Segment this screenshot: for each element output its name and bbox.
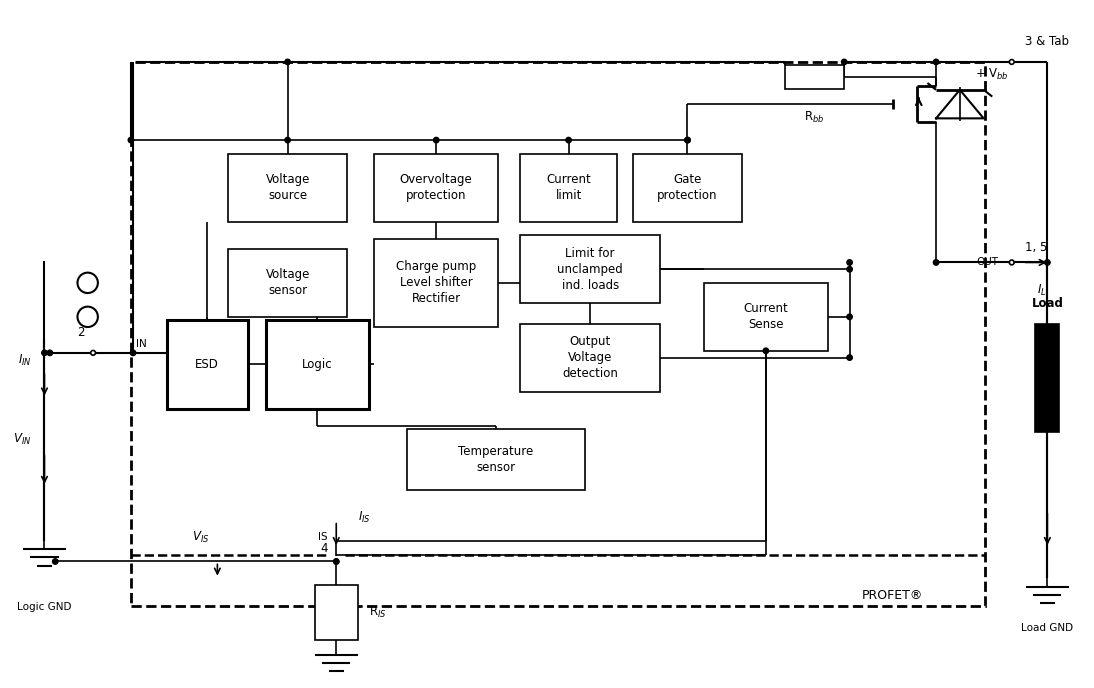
Text: $I_L$: $I_L$ — [1037, 283, 1047, 298]
Circle shape — [130, 350, 136, 356]
Text: Current
limit: Current limit — [546, 173, 591, 202]
Text: Load: Load — [1032, 297, 1063, 310]
Circle shape — [764, 348, 769, 354]
Circle shape — [78, 272, 97, 293]
Text: IS: IS — [318, 533, 327, 542]
Bar — [166, 320, 247, 409]
Circle shape — [284, 59, 290, 65]
Text: R$_{bb}$: R$_{bb}$ — [804, 109, 825, 125]
Circle shape — [847, 260, 852, 265]
Text: $V_{IS}$: $V_{IS}$ — [193, 529, 210, 544]
Text: Overvoltage
protection: Overvoltage protection — [399, 173, 473, 202]
Text: $I_{IS}$: $I_{IS}$ — [358, 510, 371, 525]
Text: Logic GND: Logic GND — [18, 602, 72, 612]
Circle shape — [42, 350, 47, 356]
Circle shape — [1010, 60, 1014, 64]
Circle shape — [685, 138, 690, 143]
Circle shape — [841, 59, 847, 65]
Text: Charge pump
Level shifter
Rectifier: Charge pump Level shifter Rectifier — [396, 260, 476, 305]
Text: Temperature
sensor: Temperature sensor — [458, 445, 533, 474]
Text: PROFET®: PROFET® — [862, 589, 923, 602]
Bar — [703, 283, 828, 351]
Circle shape — [933, 260, 939, 265]
Bar — [374, 239, 499, 327]
Circle shape — [1010, 260, 1014, 265]
Text: Voltage
sensor: Voltage sensor — [266, 268, 310, 297]
Circle shape — [78, 307, 97, 327]
Circle shape — [847, 314, 852, 319]
Text: $I_{IN}$: $I_{IN}$ — [18, 353, 32, 368]
Bar — [374, 153, 499, 222]
Circle shape — [933, 59, 939, 65]
Text: Current
Sense: Current Sense — [744, 302, 788, 332]
Bar — [407, 429, 585, 490]
Circle shape — [53, 559, 58, 564]
Text: Load GND: Load GND — [1022, 623, 1073, 633]
Text: + V$_{bb}$: + V$_{bb}$ — [975, 67, 1009, 83]
Bar — [266, 320, 369, 409]
Text: 4: 4 — [321, 541, 327, 555]
Text: ESD: ESD — [195, 358, 219, 371]
Circle shape — [334, 559, 339, 564]
Circle shape — [566, 138, 571, 143]
Circle shape — [685, 138, 690, 143]
Text: Limit for
unclamped
ind. loads: Limit for unclamped ind. loads — [557, 247, 624, 292]
Bar — [131, 62, 985, 605]
Circle shape — [284, 138, 290, 143]
Text: IN: IN — [137, 339, 147, 350]
Bar — [520, 235, 661, 303]
Text: R$_{IS}$: R$_{IS}$ — [369, 605, 386, 620]
Circle shape — [847, 266, 852, 272]
Text: Voltage
source: Voltage source — [266, 173, 310, 202]
Bar — [520, 323, 661, 391]
Text: OUT: OUT — [977, 257, 999, 268]
Bar — [315, 585, 358, 640]
Circle shape — [1045, 260, 1050, 265]
Circle shape — [128, 138, 133, 143]
Bar — [784, 65, 845, 89]
Circle shape — [847, 355, 852, 361]
Text: 2: 2 — [77, 326, 84, 339]
Bar — [229, 153, 347, 222]
Text: Logic: Logic — [302, 358, 333, 371]
Circle shape — [91, 350, 95, 355]
Circle shape — [433, 138, 439, 143]
Text: Output
Voltage
detection: Output Voltage detection — [562, 335, 618, 380]
Bar — [520, 153, 617, 222]
Bar — [229, 249, 347, 316]
Text: Gate
protection: Gate protection — [657, 173, 718, 202]
Text: $V_{IN}$: $V_{IN}$ — [13, 431, 32, 447]
Bar — [633, 153, 742, 222]
Bar — [1036, 323, 1059, 432]
Text: 3 & Tab: 3 & Tab — [1025, 35, 1069, 48]
Circle shape — [47, 350, 53, 356]
Circle shape — [334, 559, 339, 564]
Text: 1, 5: 1, 5 — [1025, 241, 1047, 255]
